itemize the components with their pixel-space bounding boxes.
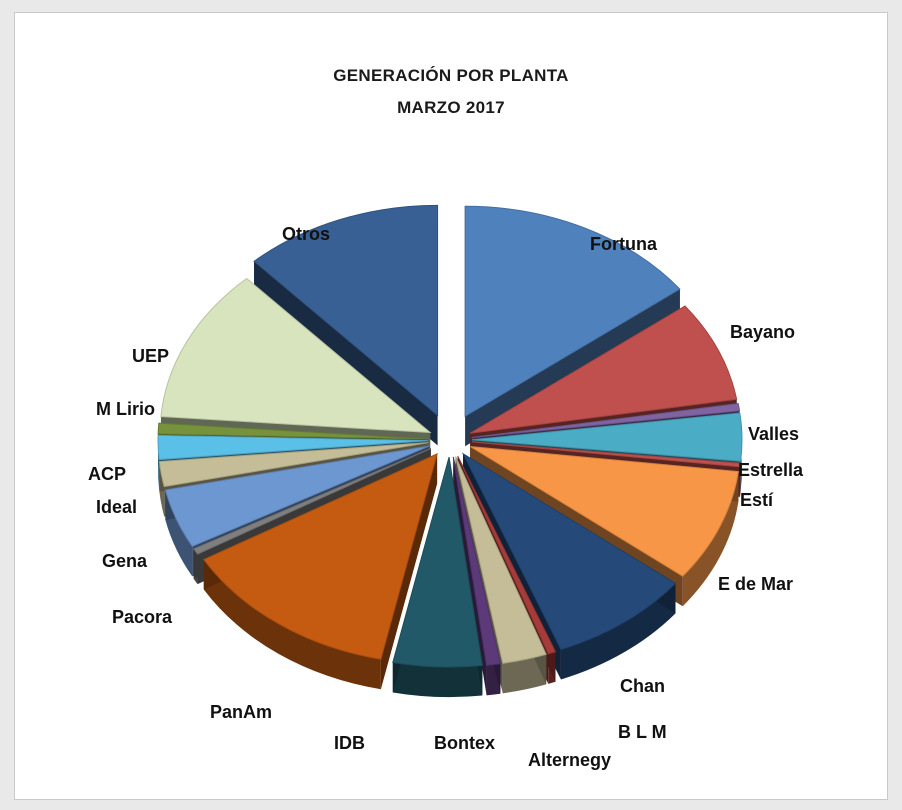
slice-label-fortuna: Fortuna [590,234,658,254]
slice-b-l-m [457,455,557,655]
slice-panam [203,452,438,660]
slice-chan [461,452,677,651]
slice-label-estrella: Estrella [738,460,804,480]
slice-label-acp: ACP [88,464,126,484]
slice-label-uep: UEP [132,346,169,366]
slice-label-panam: PanAm [210,702,272,722]
slice-m-lirio [157,422,429,440]
slice-e-de-mar [470,446,739,577]
slice-label-alternegy: Alternegy [528,750,611,770]
slice-estrella [471,412,743,462]
chart-subtitle: MARZO 2017 [397,98,505,117]
slice-label-gena: Gena [102,551,148,571]
slice-label-e-de-mar: E de Mar [718,574,793,594]
slice-label-bayano: Bayano [730,322,795,342]
slice-otros [253,204,439,417]
slice-label-m-lirio: M Lirio [96,399,155,419]
slice-uep [160,277,432,434]
slice-label-valles: Valles [748,424,799,444]
slice-alternegy [455,456,547,664]
slice-bayano [469,305,738,434]
chart-title: GENERACIÓN POR PLANTA [333,66,569,85]
slice-idb [392,456,483,668]
slice-estí [471,441,742,468]
slice-pacora [192,447,432,555]
slice-gena [164,445,430,548]
slice-acp [157,434,429,461]
slice-label-ideal: Ideal [96,497,137,517]
slice-label-bontex: Bontex [434,733,495,753]
slice-ideal [158,442,429,488]
slice-label-b-l-m: B L M [618,722,667,742]
slice-bontex [452,456,501,666]
pie-tops [157,204,743,668]
slice-label-pacora: Pacora [112,607,173,627]
slice-label-chan: Chan [620,676,665,696]
pie-labels: Fortuna Bayano Valles Estrella Estí E de Mar C… [88,224,804,770]
slice-valles [471,403,741,439]
slice-label-idb: IDB [334,733,365,753]
slice-label-otros: Otros [282,224,330,244]
slice-label-estí: Estí [740,490,774,510]
slice-fortuna [464,205,681,418]
